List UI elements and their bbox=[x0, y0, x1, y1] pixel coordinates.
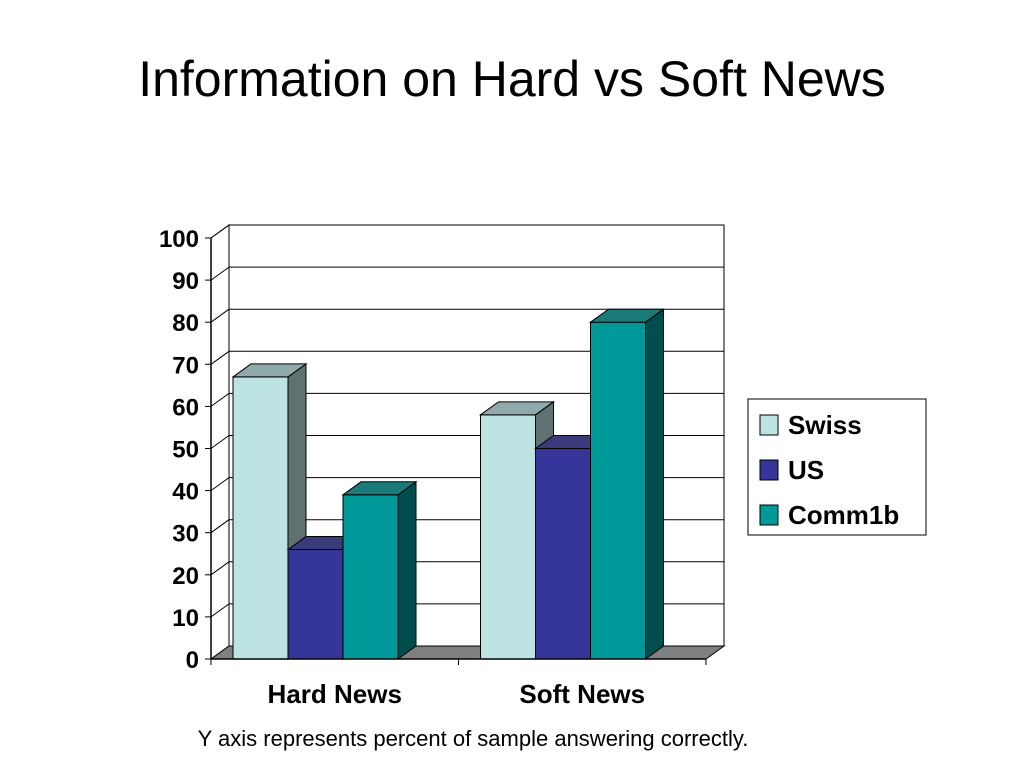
y-tick-label: 10 bbox=[172, 605, 199, 632]
y-tick-label: 20 bbox=[172, 563, 199, 590]
gridline-side bbox=[210, 477, 230, 492]
bar-front bbox=[287, 549, 344, 660]
legend-label: US bbox=[788, 455, 824, 485]
gridline-side bbox=[210, 224, 230, 239]
bar-front bbox=[590, 321, 646, 660]
legend-label: Swiss bbox=[788, 410, 862, 440]
category-label: Soft News bbox=[519, 679, 645, 709]
legend-item: Swiss bbox=[759, 410, 862, 440]
axis-caption: Y axis represents percent of sample answ… bbox=[197, 726, 749, 751]
gridline-side bbox=[210, 266, 230, 281]
legend-label: Comm1b bbox=[788, 500, 899, 530]
y-tick-label: 70 bbox=[172, 352, 199, 379]
y-tick-label: 100 bbox=[159, 226, 199, 253]
bar-front bbox=[232, 376, 289, 660]
gridline-side bbox=[210, 603, 230, 618]
bar bbox=[588, 308, 666, 660]
legend-item: Comm1b bbox=[759, 500, 899, 530]
bar bbox=[341, 480, 418, 660]
gridline-side bbox=[210, 435, 230, 449]
bar-top bbox=[341, 481, 418, 496]
y-tick-label: 80 bbox=[172, 310, 199, 337]
legend-swatch bbox=[759, 414, 779, 436]
bar-top bbox=[588, 308, 666, 323]
bar-top bbox=[478, 401, 556, 416]
bar-side bbox=[397, 480, 417, 660]
legend-swatch bbox=[759, 504, 779, 526]
bar-front bbox=[480, 414, 536, 660]
bar-top bbox=[231, 363, 308, 378]
gridline-side bbox=[210, 350, 230, 365]
y-tick-label: 0 bbox=[186, 647, 199, 674]
y-tick-label: 40 bbox=[172, 479, 199, 506]
gridline-side bbox=[210, 561, 230, 576]
bar bbox=[231, 362, 308, 660]
y-tick-label: 90 bbox=[172, 268, 199, 295]
y-tick-label: 60 bbox=[172, 394, 199, 421]
gridline-side bbox=[210, 308, 230, 323]
category-label: Hard News bbox=[268, 679, 402, 709]
bar-front bbox=[342, 494, 399, 660]
slide-title: Information on Hard vs Soft News bbox=[138, 51, 886, 107]
y-tick-label: 50 bbox=[172, 437, 199, 464]
gridline-side bbox=[210, 519, 230, 534]
y-tick-label: 30 bbox=[172, 521, 199, 548]
legend-item: US bbox=[759, 455, 824, 485]
bar-side bbox=[645, 308, 664, 660]
legend-swatch bbox=[759, 459, 779, 481]
gridline-side bbox=[210, 392, 230, 407]
bar-front bbox=[535, 448, 591, 660]
